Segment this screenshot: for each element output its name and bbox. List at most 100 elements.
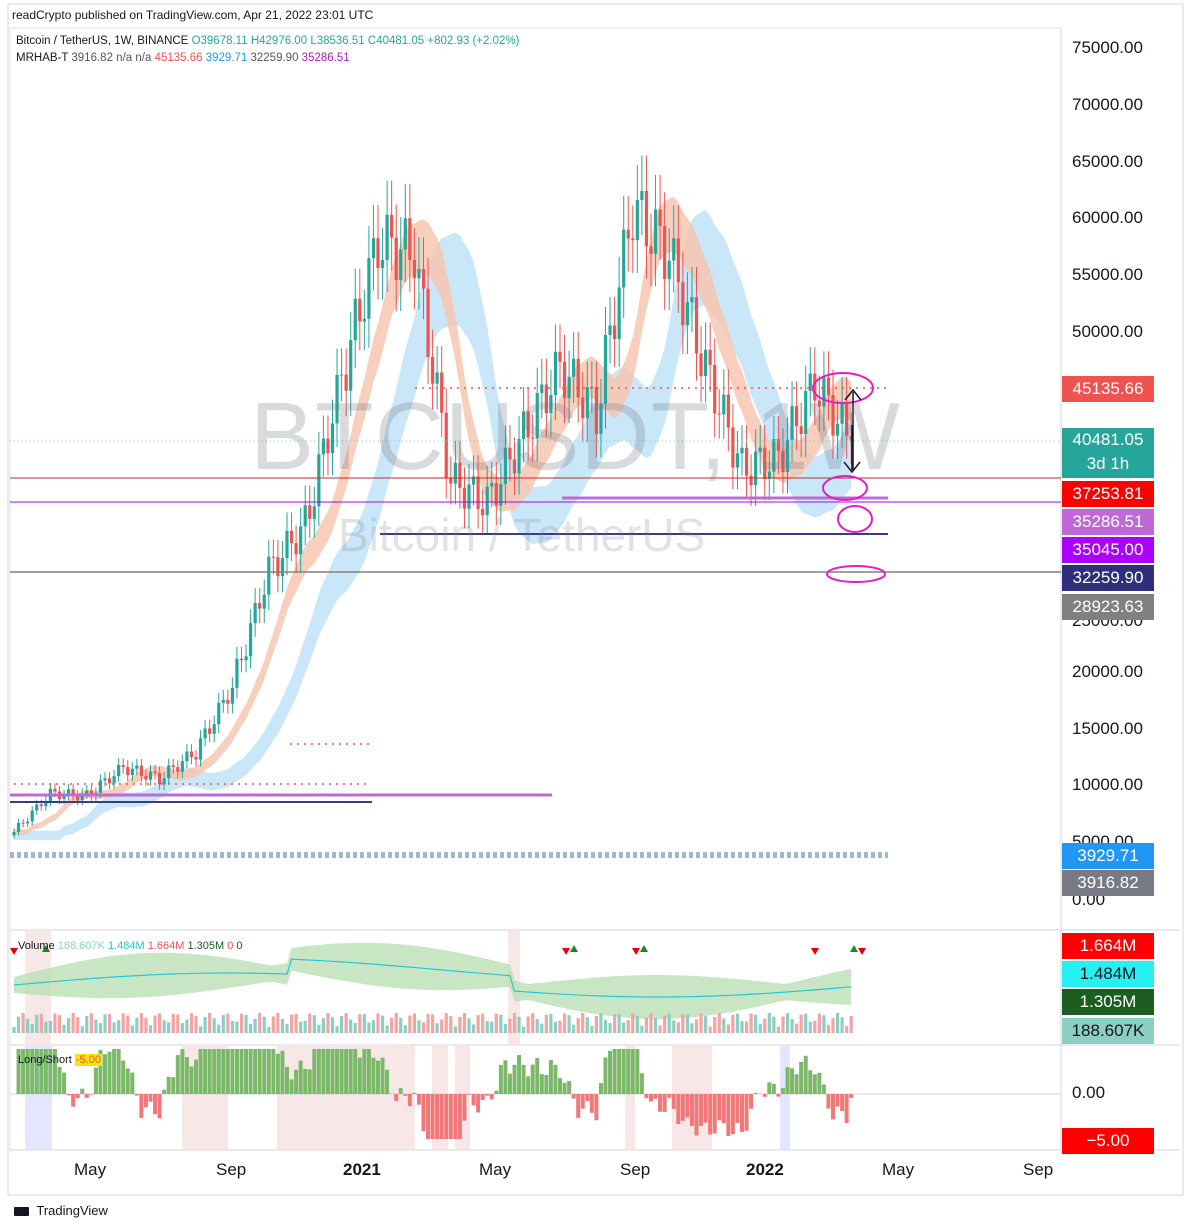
candle-body	[644, 190, 649, 247]
candle-body	[53, 788, 57, 792]
longshort-bar	[234, 1049, 239, 1094]
volume-bar	[840, 1017, 844, 1033]
candle-body	[822, 377, 826, 407]
volume-bar	[785, 1013, 790, 1033]
volume-bar	[672, 1020, 676, 1033]
longshort-bar	[476, 1094, 481, 1113]
volume-bar	[567, 1015, 571, 1033]
longshort-bar	[412, 1092, 417, 1094]
longshort-bar	[162, 1089, 167, 1094]
symbol-legend[interactable]: Bitcoin / TetherUS, 1W, BINANCE O39678.1…	[16, 35, 519, 47]
candle-body	[208, 728, 212, 734]
indicator-v2: 45135.66	[154, 52, 203, 64]
candle-body	[421, 268, 426, 289]
time-label: May	[882, 1160, 915, 1179]
volume-bar	[226, 1013, 230, 1033]
longshort-bar	[799, 1061, 804, 1094]
longshort-bar	[166, 1076, 171, 1094]
longshort-bar	[303, 1068, 308, 1094]
time-label: May	[479, 1160, 512, 1179]
signal-triangle	[640, 945, 648, 952]
candle-body	[795, 406, 799, 427]
longshort-bar	[80, 1088, 85, 1094]
longshort-bar	[289, 1079, 294, 1094]
volume-bar	[285, 1023, 289, 1033]
longshort-bar	[394, 1094, 399, 1101]
candle-body	[399, 249, 403, 281]
candle-body	[67, 789, 71, 796]
volume-bar	[335, 1026, 339, 1033]
candle-body	[835, 423, 840, 436]
volume-bar	[626, 1020, 630, 1033]
volume-bar	[767, 1013, 771, 1033]
longshort-bar	[330, 1049, 335, 1094]
longshort-bar	[266, 1049, 271, 1094]
candle-body	[535, 392, 539, 439]
candle-body	[335, 374, 339, 424]
volume-bar	[631, 1013, 635, 1033]
candle-body	[699, 353, 703, 377]
price-label: 70000.00	[1072, 95, 1143, 114]
longshort-bar	[348, 1049, 353, 1094]
longshort-bar	[130, 1072, 135, 1094]
footer-brand[interactable]: TradingView	[14, 1203, 108, 1218]
longshort-bar	[335, 1049, 340, 1094]
longshort-bar	[594, 1094, 599, 1121]
volume-bar	[62, 1024, 66, 1033]
volume-bar	[144, 1017, 148, 1033]
candle-body	[462, 487, 467, 509]
indicator-legend[interactable]: MRHAB-T 3916.82 n/a n/a 45135.66 3929.71…	[16, 52, 350, 64]
longshort-bar	[75, 1094, 80, 1099]
longshort-bar	[280, 1050, 285, 1094]
volume-bar	[640, 1025, 644, 1033]
longshort-legend[interactable]: Long/Short -5.00	[18, 1054, 102, 1066]
volume-bar	[371, 1020, 376, 1033]
volume-legend[interactable]: Volume 188.607K 1.484M 1.664M 1.305M 0 0	[18, 940, 243, 952]
volume-v4: 1.305M	[187, 940, 225, 952]
candle-body	[349, 340, 353, 391]
volume-bar	[180, 1023, 184, 1033]
longshort-bar	[244, 1049, 249, 1094]
volume-bar	[48, 1020, 52, 1033]
longshort-bar	[699, 1094, 704, 1126]
volume-bar	[130, 1025, 134, 1033]
longshort-bar	[639, 1073, 644, 1094]
watermark-name: Bitcoin / TetherUS	[338, 509, 706, 561]
price-tag-45135: 45135.66	[1062, 376, 1154, 402]
candle-body	[635, 200, 639, 241]
candle-body	[367, 258, 371, 319]
candle-body	[321, 438, 325, 455]
longshort-bar	[680, 1094, 685, 1121]
candle-body	[713, 365, 717, 414]
longshort-bar	[453, 1094, 458, 1139]
price-tag-3916: 3916.82	[1062, 870, 1154, 896]
longshort-bar	[294, 1069, 299, 1094]
regime-band	[625, 1046, 635, 1150]
volume-bar	[435, 1023, 439, 1033]
longshort-bar	[48, 1049, 53, 1094]
longshort-bar	[153, 1094, 158, 1115]
candle-body	[676, 238, 680, 283]
volume-bar	[198, 1026, 203, 1033]
longshort-bar	[840, 1094, 845, 1112]
footer-brand-label: TradingView	[36, 1203, 108, 1218]
volume-bar	[585, 1017, 589, 1033]
longshort-bar	[89, 1094, 94, 1095]
longshort-bar	[362, 1049, 367, 1094]
candle-body	[362, 318, 366, 322]
longshort-bar	[421, 1094, 426, 1132]
candle-body	[394, 237, 398, 281]
volume-bar	[117, 1020, 121, 1033]
candle-body	[330, 423, 335, 454]
volume-bar	[772, 1016, 776, 1033]
candle-body	[717, 413, 721, 415]
longshort-bar	[207, 1049, 212, 1094]
candle-body	[840, 402, 844, 424]
candle-body	[849, 435, 853, 441]
longshort-bar	[221, 1049, 226, 1094]
candle-body	[103, 778, 107, 781]
candle-body	[30, 810, 34, 822]
candle-body	[776, 439, 780, 451]
volume-bar	[330, 1017, 335, 1033]
longshort-bar	[571, 1094, 576, 1099]
